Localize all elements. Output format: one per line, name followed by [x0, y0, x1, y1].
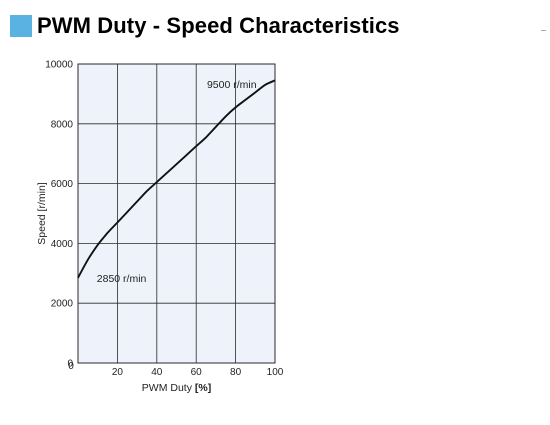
plot-frame — [77, 63, 276, 364]
y-axis-label: Speed [r/min] — [36, 182, 48, 245]
plot-area — [78, 64, 275, 363]
page-header: PWM Duty - Speed Characteristics — [10, 13, 400, 39]
x-tick-label: 20 — [112, 367, 124, 378]
x-tick-label: 40 — [151, 367, 163, 378]
speed-series-line — [77, 79, 276, 279]
corner-mark — [541, 30, 546, 31]
y-tick-label: 2000 — [51, 299, 74, 310]
y-tick-label: 4000 — [51, 239, 74, 250]
annotation-min-speed: 2850 r/min — [97, 273, 147, 285]
x-axis-label: PWM Duty [%] — [142, 382, 211, 394]
x-tick-label: 100 — [267, 367, 284, 378]
origin-tick-label: 0 — [68, 361, 74, 372]
y-tick-label: 8000 — [51, 119, 74, 130]
y-tick-label: 0 — [67, 359, 73, 370]
y-tick-label: 6000 — [51, 179, 74, 190]
x-tick-label: 60 — [191, 367, 203, 378]
y-tick-label: 10000 — [45, 60, 73, 71]
x-tick-label: 80 — [230, 367, 242, 378]
annotation-max-speed: 9500 r/min — [207, 79, 257, 91]
page-title: PWM Duty - Speed Characteristics — [37, 13, 400, 38]
title-accent-square — [10, 15, 32, 37]
